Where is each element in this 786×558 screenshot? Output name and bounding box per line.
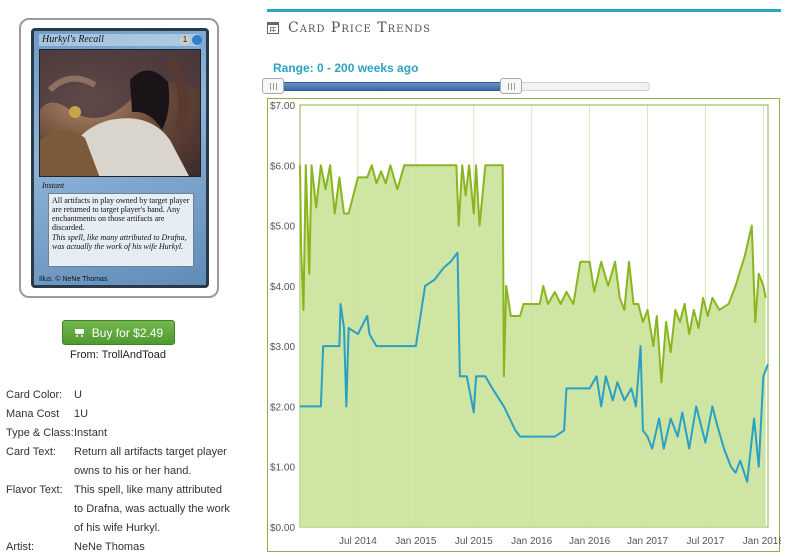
detail-value: Return all artifacts target player owns … (74, 446, 227, 477)
detail-label: Artist: (6, 541, 35, 553)
card-details: Card Color: U Mana Cost 1U Type & Class:… (6, 386, 246, 557)
detail-row-flavor-text: Flavor Text: This spell, like many attri… (6, 481, 246, 538)
range-slider-handle-right[interactable] (499, 78, 522, 94)
section-title: Card Price Trends (288, 20, 432, 36)
price-chart: $0.00 $1.00 $2.00 $3.00 $4.00 $5.00 $6.00 $7.00… (267, 98, 781, 552)
price-chart-svg: $0.00 $1.00 $2.00 $3.00 $4.00 $5.00 $6.00 $7.00… (270, 101, 781, 547)
detail-row-color: Card Color: U (6, 386, 246, 405)
y-tick-label: $2.00 (270, 402, 295, 413)
y-tick-label: $6.00 (270, 161, 295, 172)
card-rules-text: All artifacts in play owned by target pl… (52, 196, 190, 232)
detail-label: Card Text: (6, 446, 56, 458)
card-illustrator: Illus. © NeNe Thomas (39, 276, 108, 283)
card-image: Hurkyl's Recall 1 Instant All artifacts … (31, 28, 209, 288)
detail-label: Card Color: (6, 389, 63, 401)
detail-row-mana-cost: Mana Cost 1U (6, 405, 246, 424)
x-tick-label: Jan 2016 (511, 536, 553, 547)
section-header: Card Price Trends (267, 20, 431, 36)
section-accent-bar (267, 9, 781, 12)
mana-cost: 1 (180, 34, 202, 46)
upper-series-line (299, 164, 767, 384)
range-slider-fill (273, 82, 511, 91)
shopping-cart-icon (74, 328, 86, 338)
detail-value: Instant (74, 427, 108, 439)
card-rules-box: All artifacts in play owned by target pl… (48, 193, 194, 267)
range-label: Range: 0 - 200 weeks ago (273, 61, 419, 75)
card-name: Hurkyl's Recall (39, 34, 199, 46)
mana-blue-icon (192, 35, 202, 45)
x-tick-label: Jul 2015 (455, 536, 493, 547)
x-tick-label: Jan 2016 (569, 536, 611, 547)
detail-label: Flavor Text: (6, 484, 63, 496)
lower-series-line (300, 251, 769, 483)
detail-row-artist: Artist: NeNe Thomas (6, 538, 246, 557)
y-tick-label: $7.00 (270, 101, 295, 112)
x-tick-label: Jan 2017 (627, 536, 669, 547)
detail-label: Mana Cost (6, 408, 60, 420)
detail-row-card-text: Card Text: Return all artifacts target p… (6, 443, 246, 481)
y-tick-label: $4.00 (270, 282, 295, 293)
buy-button-label: Buy for $2.49 (91, 325, 164, 340)
y-tick-label: $0.00 (270, 523, 295, 534)
y-tick-label: $5.00 (270, 222, 295, 233)
mana-generic-icon: 1 (180, 35, 190, 45)
upper-series-area (300, 165, 766, 527)
x-tick-label: Jan 2018 (743, 536, 781, 547)
card-flavor-text: This spell, like many attributed to Draf… (52, 233, 187, 251)
range-slider-handle-left[interactable] (262, 78, 284, 94)
calendar-icon (267, 22, 279, 34)
y-tick-label: $3.00 (270, 342, 295, 353)
detail-value: This spell, like many attributed to Draf… (74, 484, 230, 534)
detail-value: U (74, 389, 82, 401)
y-tick-label: $1.00 (270, 463, 295, 474)
card-type-line: Instant (42, 181, 65, 190)
card-image-frame: Hurkyl's Recall 1 Instant All artifacts … (19, 18, 219, 298)
x-tick-label: Jul 2017 (687, 536, 725, 547)
detail-value: NeNe Thomas (74, 541, 145, 553)
detail-value: 1U (74, 408, 89, 420)
x-tick-label: Jul 2014 (339, 536, 377, 547)
x-tick-label: Jan 2015 (395, 536, 437, 547)
card-artwork (39, 49, 201, 177)
seller-name: From: TrollAndToad (70, 349, 166, 361)
detail-row-type: Type & Class: Instant (6, 424, 246, 443)
buy-button[interactable]: Buy for $2.49 (62, 320, 175, 345)
detail-label: Type & Class: (6, 427, 74, 439)
